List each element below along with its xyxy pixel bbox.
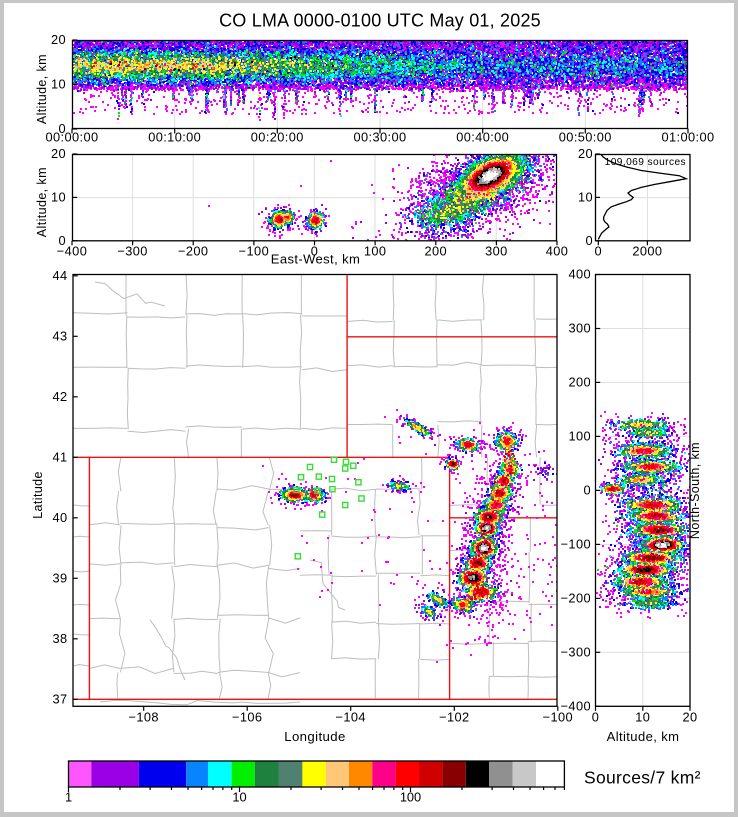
svg-text:20: 20 — [51, 32, 66, 47]
svg-text:20: 20 — [682, 710, 697, 725]
svg-text:−100: −100 — [239, 244, 269, 259]
svg-text:−300: −300 — [117, 244, 147, 259]
svg-text:10: 10 — [635, 710, 650, 725]
svg-text:200: 200 — [568, 375, 591, 390]
svg-text:2000: 2000 — [632, 244, 662, 259]
svg-text:109,069 sources: 109,069 sources — [605, 157, 686, 168]
svg-text:0: 0 — [585, 233, 593, 248]
svg-text:−300: −300 — [561, 645, 591, 660]
svg-text:Altitude, km: Altitude, km — [35, 167, 49, 237]
svg-text:20: 20 — [578, 146, 593, 161]
svg-text:−108: −108 — [128, 710, 158, 725]
svg-text:0: 0 — [592, 710, 600, 725]
svg-text:42: 42 — [52, 389, 67, 404]
svg-text:0: 0 — [58, 121, 66, 136]
svg-text:10: 10 — [51, 77, 66, 92]
svg-text:43: 43 — [52, 329, 67, 344]
svg-text:300: 300 — [485, 244, 508, 259]
svg-text:37: 37 — [52, 692, 67, 707]
svg-text:01:00:00: 01:00:00 — [661, 130, 714, 145]
svg-text:300: 300 — [568, 321, 591, 336]
svg-text:−400: −400 — [561, 699, 591, 714]
svg-text:−102: −102 — [439, 710, 469, 725]
svg-text:0: 0 — [583, 483, 591, 498]
svg-text:Sources/7 km²: Sources/7 km² — [584, 768, 701, 788]
svg-text:East-West, km: East-West, km — [271, 252, 360, 267]
svg-text:00:10:00: 00:10:00 — [148, 130, 201, 145]
svg-text:−100: −100 — [543, 710, 573, 725]
svg-text:10: 10 — [51, 190, 66, 205]
svg-text:44: 44 — [52, 268, 67, 283]
svg-text:0: 0 — [58, 233, 66, 248]
svg-text:0: 0 — [311, 244, 319, 259]
svg-text:−104: −104 — [335, 710, 365, 725]
svg-text:00:20:00: 00:20:00 — [251, 130, 304, 145]
svg-text:−106: −106 — [232, 710, 262, 725]
svg-text:10: 10 — [578, 190, 593, 205]
svg-text:00:40:00: 00:40:00 — [456, 130, 509, 145]
svg-text:38: 38 — [52, 631, 67, 646]
svg-text:−200: −200 — [178, 244, 208, 259]
svg-text:−100: −100 — [561, 537, 591, 552]
svg-text:400: 400 — [568, 267, 591, 282]
svg-text:10: 10 — [232, 790, 246, 805]
svg-text:0: 0 — [595, 244, 603, 259]
svg-text:100: 100 — [568, 429, 591, 444]
svg-text:00:30:00: 00:30:00 — [353, 130, 406, 145]
svg-text:100: 100 — [400, 790, 421, 805]
svg-text:Altitude, km: Altitude, km — [35, 54, 49, 124]
svg-text:39: 39 — [52, 571, 67, 586]
svg-text:00:50:00: 00:50:00 — [559, 130, 612, 145]
svg-text:100: 100 — [364, 244, 387, 259]
svg-text:1: 1 — [65, 790, 72, 805]
svg-text:−400: −400 — [57, 244, 87, 259]
svg-text:North-South, km: North-South, km — [688, 442, 702, 539]
svg-text:40: 40 — [52, 510, 67, 525]
svg-text:Latitude: Latitude — [31, 471, 45, 519]
svg-text:−200: −200 — [561, 591, 591, 606]
svg-text:00:00:00: 00:00:00 — [45, 130, 98, 145]
svg-text:400: 400 — [546, 244, 569, 259]
svg-text:Longitude: Longitude — [284, 729, 346, 744]
svg-text:20: 20 — [51, 146, 66, 161]
svg-text:CO LMA 0000-0100 UTC May 01, 2: CO LMA 0000-0100 UTC May 01, 2025 — [219, 11, 541, 31]
svg-text:41: 41 — [52, 450, 67, 465]
svg-text:Altitude, km: Altitude, km — [607, 729, 680, 744]
svg-text:200: 200 — [425, 244, 448, 259]
